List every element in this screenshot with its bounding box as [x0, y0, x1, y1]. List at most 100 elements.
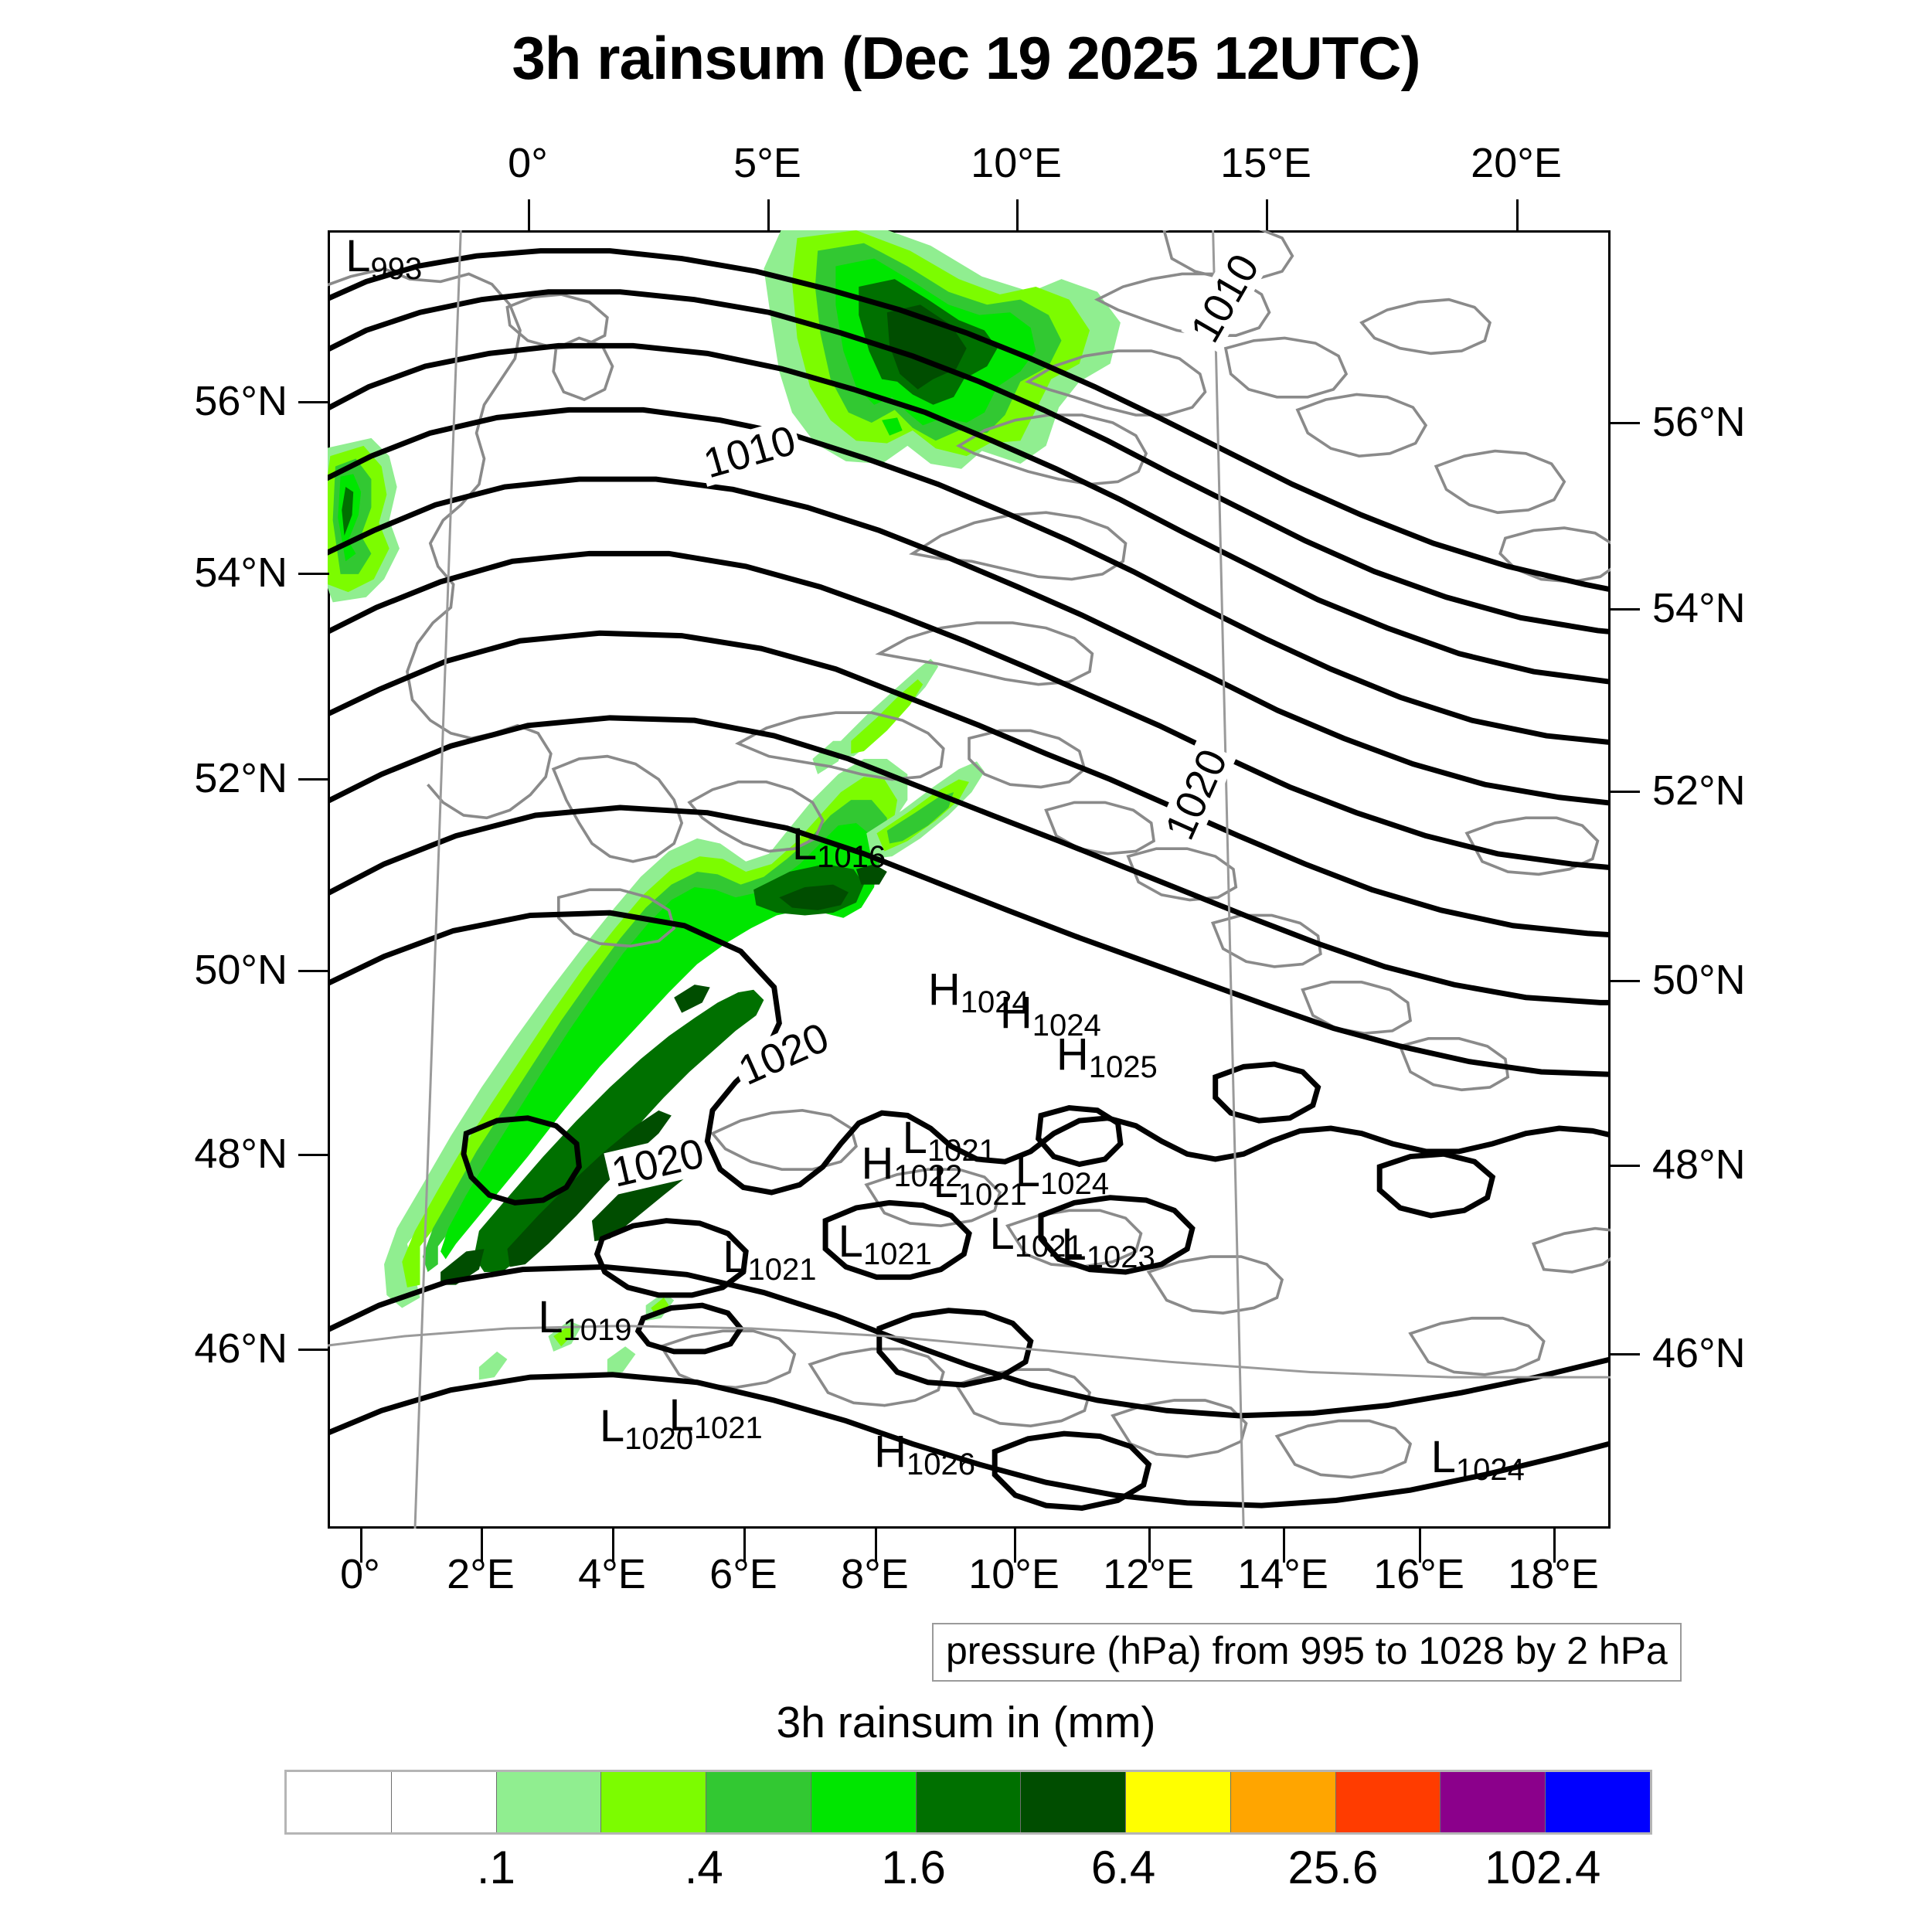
- tick-bottom-3: [743, 1529, 746, 1563]
- colorbar-cell-5: [811, 1772, 917, 1832]
- tick-top-2: [1016, 199, 1019, 230]
- map-canvas: [328, 230, 1611, 1529]
- colorbar-cell-2: [496, 1772, 602, 1832]
- precip-irish-sea: [328, 437, 400, 603]
- axis-left-tick-0: 56°N: [194, 378, 287, 424]
- tick-top-1: [767, 199, 770, 230]
- tick-left-4: [298, 1154, 329, 1156]
- pressure-center-L-1023: L1023: [1062, 1222, 1155, 1273]
- axis-right-tick-4: 48°N: [1652, 1141, 1746, 1188]
- axis-top-tick-0: 0°: [508, 140, 548, 186]
- tick-top-3: [1266, 199, 1268, 230]
- colorbar-title: 3h rainsum in (mm): [776, 1698, 1156, 1747]
- pressure-center-symbol: L: [668, 1390, 694, 1441]
- pressure-center-symbol: H: [874, 1427, 907, 1478]
- axis-top-tick-2: 10°E: [971, 140, 1062, 186]
- colorbar-tick-4: 25.6: [1287, 1842, 1379, 1893]
- pressure-center-symbol: L: [1015, 1146, 1041, 1197]
- tick-bottom-6: [1148, 1529, 1151, 1563]
- pressure-center-L-1024-b: L1024: [1430, 1432, 1525, 1486]
- graticule: [328, 230, 1611, 1529]
- coastlines: [328, 230, 1611, 1479]
- pressure-center-value: 1021: [957, 1177, 1027, 1212]
- page-title: 3h rainsum (Dec 19 2025 12UTC): [512, 24, 1420, 92]
- pressure-center-H-1024-a: H1024: [928, 968, 1029, 1019]
- pressure-center-H-1026: H1026: [874, 1427, 975, 1481]
- pressure-center-symbol: L: [345, 231, 371, 282]
- pressure-center-L-1021-b: L1021: [933, 1156, 1027, 1210]
- pressure-center-symbol: L: [933, 1156, 958, 1207]
- pressure-center-symbol: H: [861, 1138, 894, 1189]
- colorbar: [284, 1770, 1652, 1835]
- tick-bottom-8: [1419, 1529, 1421, 1563]
- tick-top-4: [1516, 199, 1519, 230]
- tick-left-1: [298, 573, 329, 575]
- pressure-center-L-1021-e: L1021: [838, 1219, 932, 1270]
- tick-top-0: [528, 199, 530, 230]
- colorbar-tick-labels: .1 .4 1.6 6.4 25.6 102.4: [284, 1841, 1652, 1903]
- pressure-center-L-1020: L1020: [599, 1400, 693, 1454]
- tick-right-4: [1609, 1165, 1640, 1167]
- colorbar-cell-8: [1126, 1772, 1231, 1832]
- axis-left-tick-5: 46°N: [194, 1325, 287, 1372]
- pressure-center-value: 1022: [893, 1159, 963, 1194]
- tick-right-0: [1609, 422, 1640, 424]
- pressure-center-value: 1021: [927, 1133, 996, 1168]
- pressure-center-value: 1024: [960, 985, 1029, 1020]
- axis-top-tick-3: 15°E: [1220, 140, 1311, 186]
- colorbar-cell-1: [391, 1772, 497, 1832]
- pressure-center-symbol: H: [1056, 1029, 1089, 1080]
- precip-baltic-band: [764, 230, 1121, 469]
- axis-right-tick-2: 52°N: [1652, 767, 1746, 814]
- pressure-center-L-1019: L1019: [538, 1294, 631, 1345]
- colorbar-cell-7: [1021, 1772, 1127, 1832]
- axis-right-tick-0: 56°N: [1652, 399, 1746, 445]
- tick-bottom-9: [1553, 1529, 1556, 1563]
- axis-top-tick-4: 20°E: [1471, 140, 1562, 186]
- pressure-center-symbol: L: [599, 1400, 625, 1451]
- pressure-center-value: 1020: [624, 1421, 694, 1456]
- tick-bottom-4: [875, 1529, 877, 1563]
- colorbar-cell-12: [1546, 1772, 1650, 1832]
- precipitation-shading: [328, 230, 1121, 1380]
- pressure-center-value: 1019: [563, 1312, 632, 1347]
- axis-right-tick-3: 50°N: [1652, 957, 1746, 1003]
- pressure-center-value: 1021: [747, 1253, 817, 1287]
- pressure-center-value: 1016: [817, 840, 886, 875]
- pressure-center-symbol: L: [1430, 1432, 1456, 1483]
- pressure-center-H-1024-b: H1024: [1000, 991, 1101, 1042]
- colorbar-tick-5: 102.4: [1485, 1842, 1601, 1893]
- tick-bottom-7: [1283, 1529, 1285, 1563]
- pressure-center-H-1025: H1025: [1056, 1029, 1158, 1083]
- pressure-center-value: 1024: [1455, 1453, 1525, 1488]
- pressure-center-value: 993: [370, 252, 423, 287]
- colorbar-tick-3: 6.4: [1090, 1842, 1156, 1893]
- pressure-center-symbol: L: [989, 1209, 1015, 1260]
- pressure-center-value: 1021: [1014, 1230, 1083, 1264]
- pressure-center-L-1021-f: L1021: [668, 1390, 763, 1444]
- pressure-center-L-1021-a: L1021: [902, 1112, 996, 1166]
- axis-left-tick-2: 52°N: [194, 755, 287, 801]
- pressure-center-value: 1026: [906, 1447, 976, 1482]
- pressure-center-value: 1024: [1040, 1167, 1109, 1202]
- pressure-center-L-993: L993: [345, 231, 422, 285]
- colorbar-cell-9: [1230, 1772, 1336, 1832]
- axis-left-tick-3: 50°N: [194, 947, 287, 993]
- pressure-center-L-1016: L1016: [792, 822, 886, 873]
- pressure-center-value: 1024: [1032, 1009, 1101, 1043]
- colorbar-cell-0: [287, 1772, 392, 1832]
- tick-right-3: [1609, 980, 1640, 982]
- precip-france-band: [384, 658, 985, 1380]
- tick-left-3: [298, 970, 329, 972]
- tick-right-1: [1609, 608, 1640, 611]
- pressure-center-L-1021-d: L1021: [723, 1232, 816, 1286]
- colorbar-cell-6: [916, 1772, 1022, 1832]
- axis-left-tick-1: 54°N: [194, 549, 287, 596]
- pressure-contour-note: pressure (hPa) from 995 to 1028 by 2 hPa: [932, 1623, 1682, 1682]
- colorbar-cell-11: [1440, 1772, 1546, 1832]
- pressure-center-value: 1025: [1088, 1050, 1158, 1085]
- isobars: [328, 248, 1611, 1511]
- colorbar-tick-0: .1: [472, 1842, 515, 1893]
- pressure-center-symbol: L: [902, 1112, 927, 1163]
- pressure-center-symbol: L: [723, 1232, 748, 1283]
